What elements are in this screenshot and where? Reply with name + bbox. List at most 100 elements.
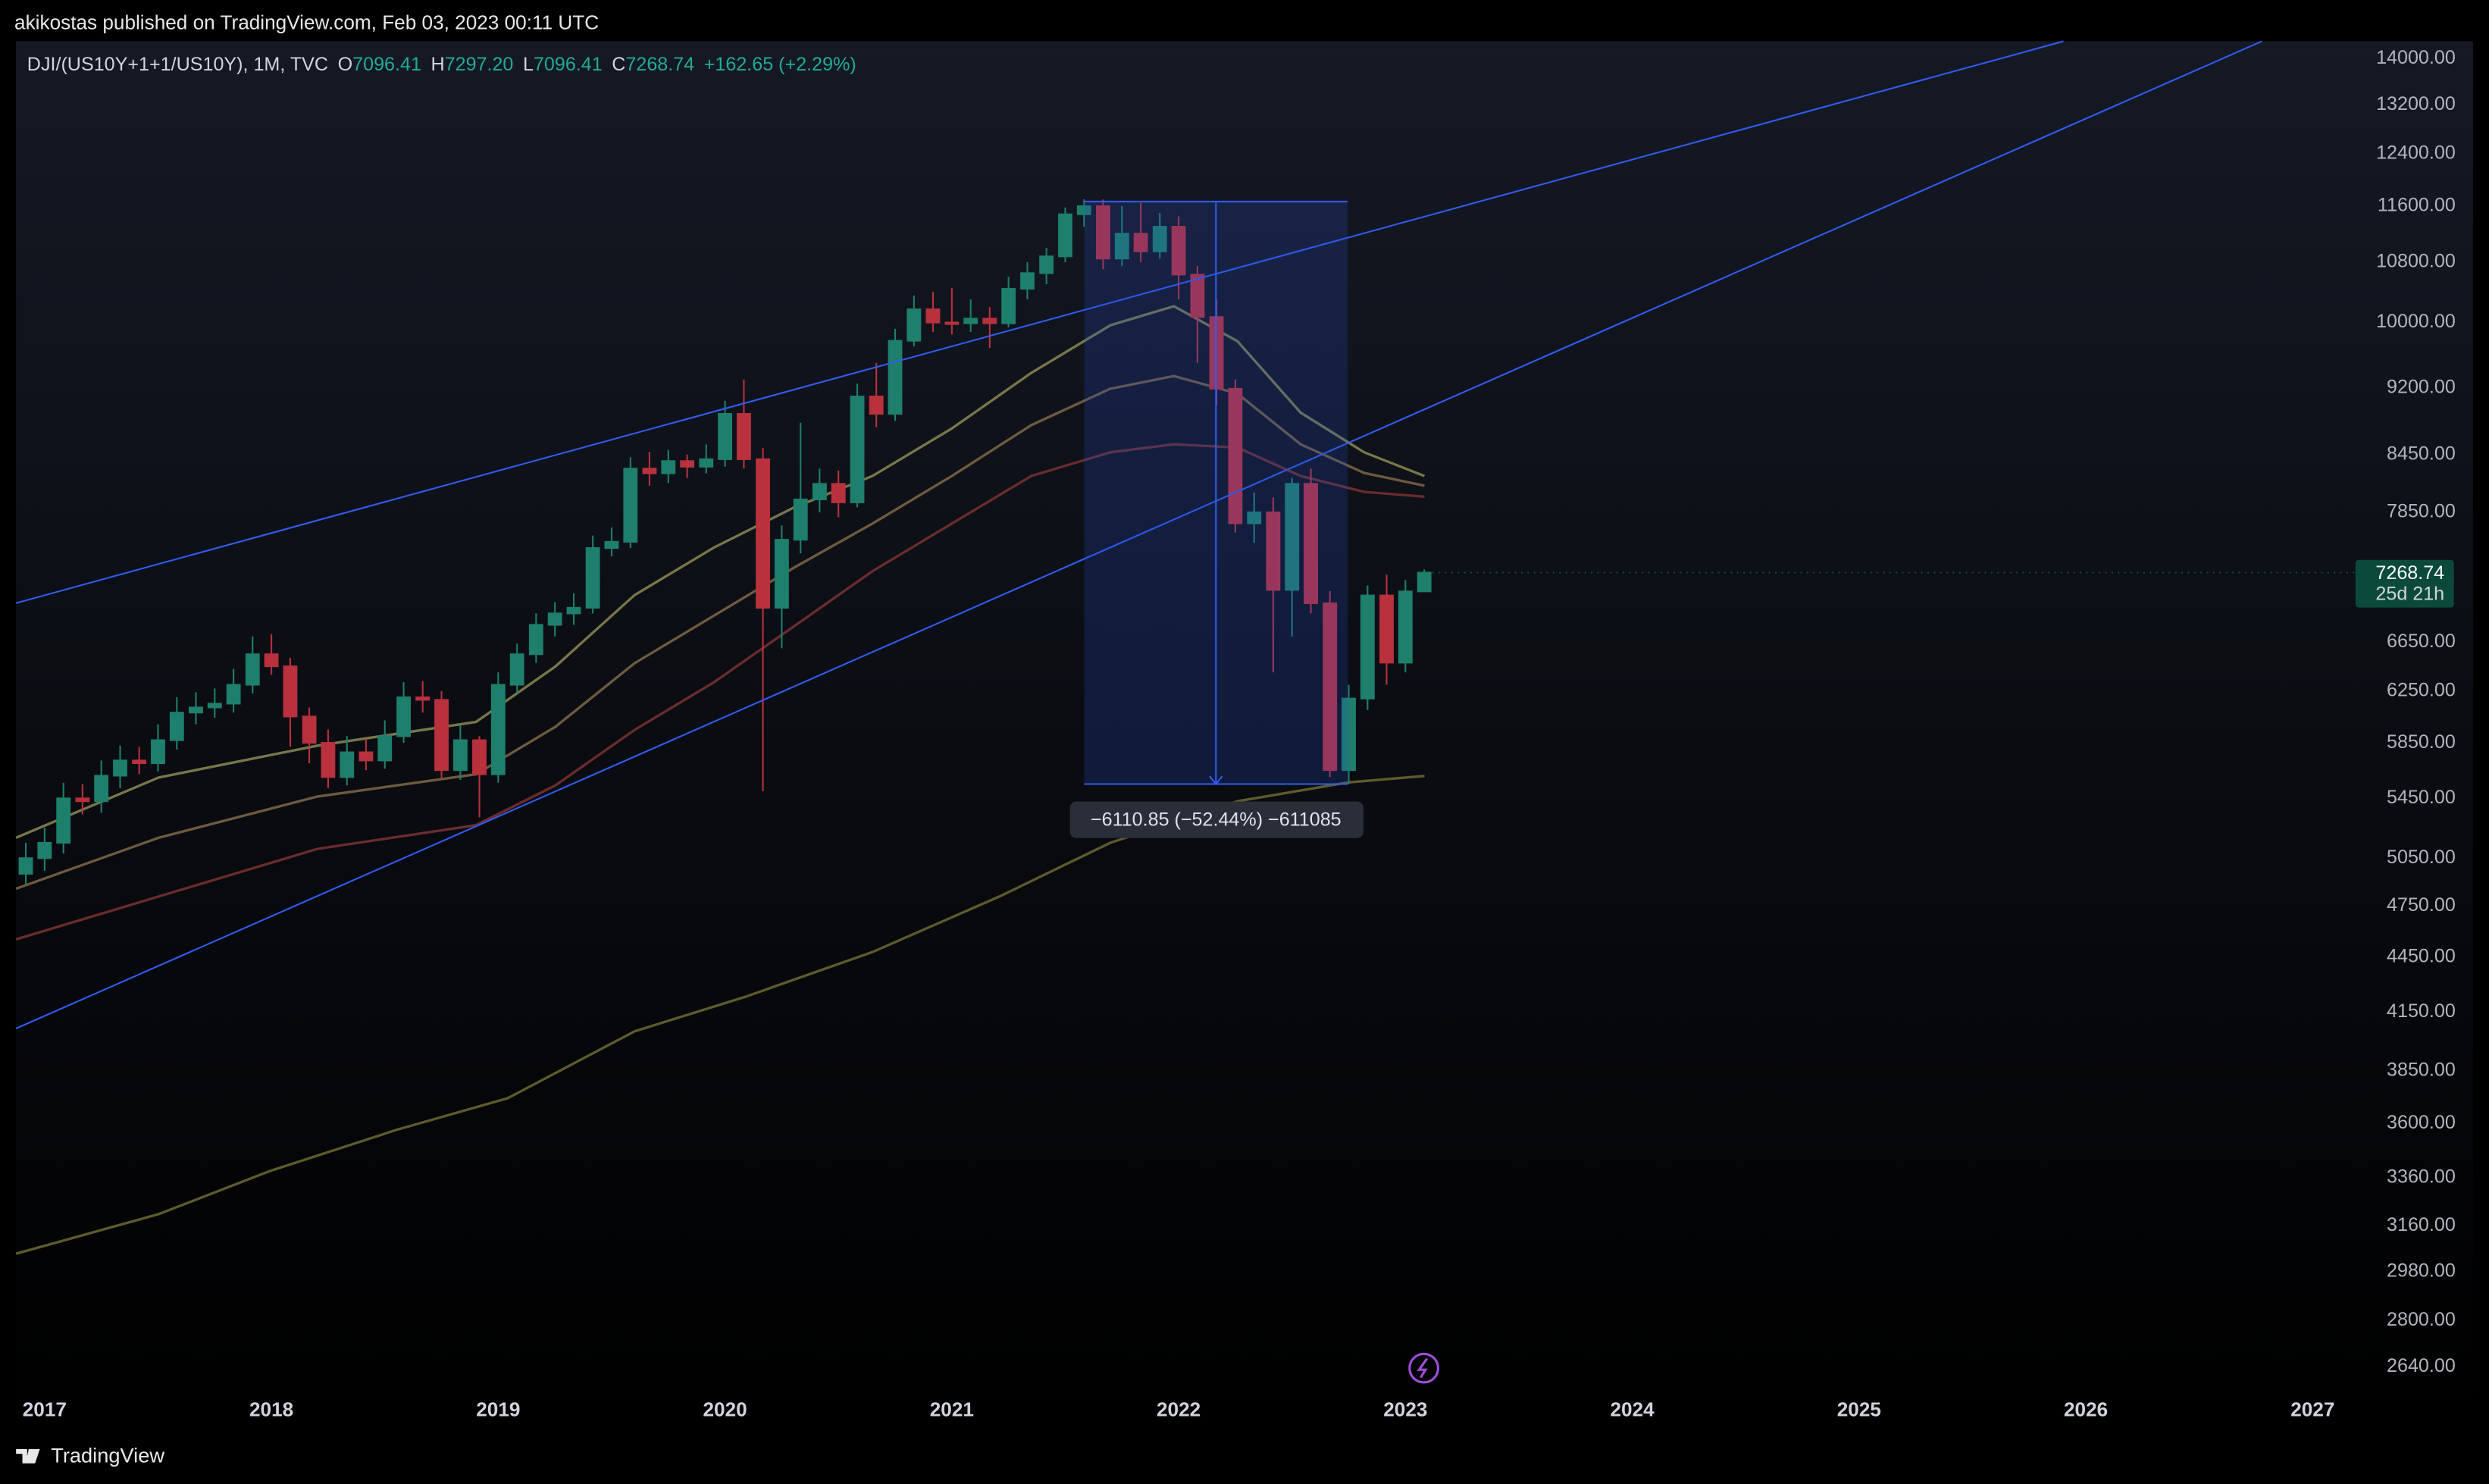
candle-body <box>1190 274 1205 318</box>
candle-body <box>869 396 884 415</box>
candle-body <box>793 498 808 541</box>
candle-body <box>680 460 695 468</box>
candle-body <box>226 684 241 705</box>
y-tick-label: 14000.00 <box>2376 47 2456 68</box>
y-tick-label: 2640.00 <box>2387 1355 2456 1376</box>
ohlc-legend: DJI/(US10Y+1+1/US10Y), 1M, TVC O7096.41 H7… <box>27 53 856 74</box>
y-tick-label: 6650.00 <box>2387 631 2456 652</box>
candle-body <box>812 483 827 500</box>
brand-logo <box>16 1448 40 1464</box>
y-tick-label: 7850.00 <box>2387 501 2456 522</box>
candle-body <box>718 413 733 460</box>
candle-body <box>434 699 449 772</box>
y-tick-label: 13200.00 <box>2376 93 2456 114</box>
y-tick-label: 3160.00 <box>2387 1214 2456 1235</box>
measure-label-box <box>1069 801 1364 838</box>
legend-value: 7297.20 <box>445 53 514 74</box>
candle-body <box>623 468 638 543</box>
legend-value: 7096.41 <box>352 53 421 74</box>
candle-body <box>1228 387 1243 524</box>
candle-body <box>509 653 524 686</box>
x-tick-label: 2025 <box>1837 1398 1881 1421</box>
x-tick-label: 2024 <box>1610 1398 1655 1421</box>
candle-body <box>963 318 978 324</box>
candle-body <box>1266 511 1281 591</box>
candle-body <box>396 696 411 737</box>
candle-body <box>982 318 997 324</box>
legend-key: C <box>612 53 625 74</box>
candle-body <box>377 735 393 762</box>
candle-body <box>1114 233 1129 260</box>
candle-body <box>737 413 751 460</box>
y-tick-label: 3600.00 <box>2387 1112 2456 1133</box>
y-tick-label: 4150.00 <box>2387 1000 2456 1022</box>
candle-body <box>756 458 770 609</box>
candle-body <box>1058 213 1072 258</box>
candle-body <box>547 612 562 626</box>
y-tick-label: 4450.00 <box>2387 946 2456 967</box>
candle-body <box>245 653 260 686</box>
candle-body <box>1076 205 1091 215</box>
candle-body <box>302 715 317 744</box>
y-tick-label: 9200.00 <box>2387 376 2456 397</box>
legend-key: L <box>523 53 534 74</box>
candle-body <box>1304 483 1318 604</box>
candle-body <box>528 624 543 656</box>
measure-arrow-head <box>1209 775 1223 786</box>
candle-body <box>490 684 506 775</box>
candle-body <box>113 759 127 777</box>
candle-body <box>340 751 355 778</box>
event-icon[interactable] <box>1408 1352 1440 1384</box>
candle-body <box>774 539 789 609</box>
candle-body <box>1001 287 1016 324</box>
candle-body <box>452 739 468 772</box>
legend-key: H <box>431 53 445 74</box>
candle-body <box>37 841 52 859</box>
x-tick-label: 2018 <box>249 1398 293 1421</box>
candle-body <box>1020 272 1035 290</box>
candle-body <box>189 706 203 714</box>
candle-body <box>1417 571 1432 593</box>
x-tick-label: 2021 <box>930 1398 974 1421</box>
y-tick-label: 3360.00 <box>2387 1166 2456 1187</box>
candle-body <box>1096 205 1110 260</box>
candle-body <box>566 606 581 615</box>
moving-average-line <box>15 443 1425 941</box>
x-tick-label: 2023 <box>1383 1398 1427 1421</box>
plot <box>15 199 2356 1255</box>
candle-body <box>888 340 903 415</box>
footer <box>0 1429 2489 1484</box>
x-tick-label: 2017 <box>23 1398 67 1421</box>
x-tick-label: 2026 <box>2064 1398 2108 1421</box>
candle-body <box>661 460 676 474</box>
y-tick-label: 3850.00 <box>2387 1060 2456 1081</box>
trend-line <box>15 40 2064 604</box>
candle-body <box>18 857 33 875</box>
x-tick-label: 2027 <box>2290 1398 2334 1421</box>
price-tag <box>2355 559 2454 608</box>
candle-body <box>151 739 165 765</box>
x-tick-label: 2020 <box>703 1398 747 1421</box>
candle-body <box>1171 226 1186 276</box>
candle-body <box>56 797 71 844</box>
candle-body <box>94 775 109 803</box>
chart-pane <box>16 41 2473 1429</box>
candle-body <box>585 547 600 609</box>
y-tick-label: 10800.00 <box>2376 251 2456 272</box>
candle-body <box>906 308 922 342</box>
price-tag-price: 7268.74 <box>2375 562 2444 584</box>
measure-label: −6110.85 (−52.44%) −611085 <box>1091 809 1342 830</box>
y-tick-label: 10000.00 <box>2376 311 2456 332</box>
candle-body <box>169 712 184 741</box>
moving-average-line <box>15 374 1425 891</box>
candle-body <box>283 665 298 718</box>
candle-body <box>1285 483 1300 591</box>
legend-value: 7096.41 <box>534 53 603 74</box>
candle-body <box>699 458 714 468</box>
candle-body <box>831 483 846 503</box>
y-tick-label: 5850.00 <box>2387 731 2456 753</box>
symbol: DJI/(US10Y+1+1/US10Y), 1M, TVC <box>27 53 328 74</box>
candle-body <box>642 468 657 474</box>
candle-body <box>1039 255 1054 274</box>
